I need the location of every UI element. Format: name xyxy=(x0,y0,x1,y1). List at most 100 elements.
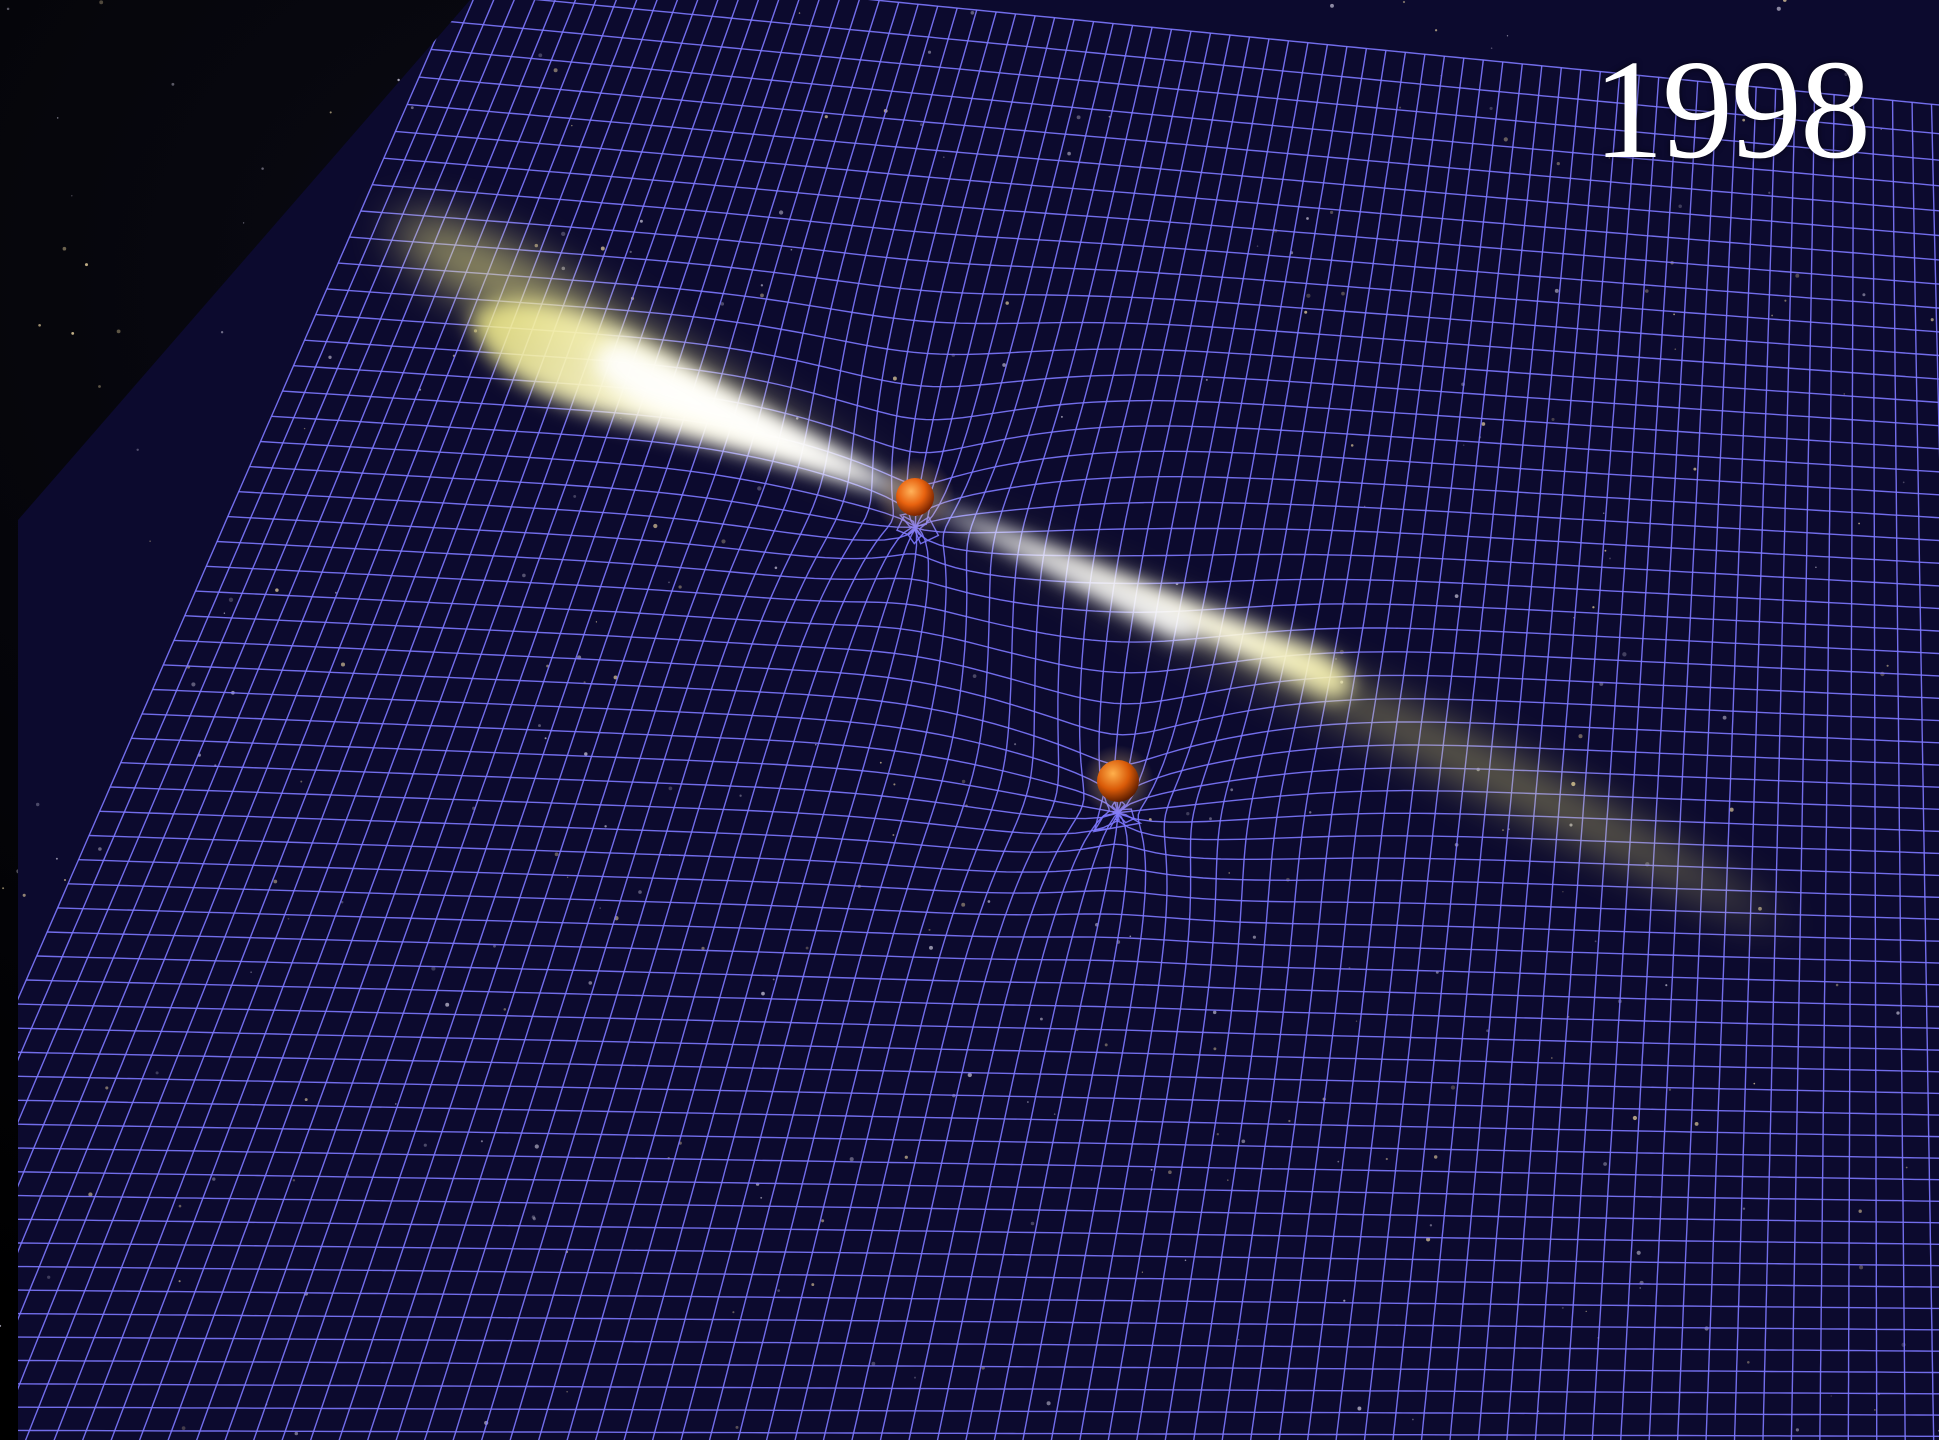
grid-line xyxy=(99,810,1939,880)
background-star xyxy=(1632,1115,1637,1121)
background-star xyxy=(228,597,234,602)
background-star xyxy=(1434,29,1438,32)
background-star xyxy=(329,111,332,114)
background-star xyxy=(584,752,588,756)
background-star xyxy=(1930,318,1934,322)
grid-line xyxy=(372,184,1939,314)
background-star xyxy=(1357,1406,1362,1411)
background-star xyxy=(1238,1339,1240,1341)
grid-line xyxy=(18,1122,1939,1161)
background-star xyxy=(1561,1306,1564,1309)
grid-line xyxy=(18,1003,1939,1053)
background-star xyxy=(1230,788,1234,792)
background-star xyxy=(739,794,742,797)
background-star xyxy=(155,1071,159,1075)
background-star xyxy=(760,284,764,287)
background-star xyxy=(772,978,775,981)
background-star xyxy=(267,54,272,60)
background-star xyxy=(503,1008,507,1011)
grid-line xyxy=(173,639,1939,736)
background-star xyxy=(29,89,32,92)
background-star xyxy=(50,86,55,90)
background-star xyxy=(1364,505,1366,508)
background-star xyxy=(531,1215,536,1219)
background-star xyxy=(553,68,558,73)
background-star xyxy=(71,195,73,197)
background-star xyxy=(967,1072,972,1078)
background-star xyxy=(732,1311,735,1314)
background-star xyxy=(904,1155,908,1159)
background-star xyxy=(185,312,190,318)
companion-star xyxy=(1097,760,1139,802)
background-star xyxy=(1027,1101,1029,1103)
background-star xyxy=(178,1280,181,1283)
background-star xyxy=(1341,291,1345,296)
background-star xyxy=(1896,1011,1900,1015)
background-star xyxy=(1795,1428,1799,1432)
grid-line xyxy=(18,1288,1939,1311)
background-star xyxy=(1046,1401,1051,1406)
grid-line xyxy=(18,1193,1939,1225)
background-star xyxy=(1241,1139,1246,1144)
grid-line xyxy=(26,979,1939,1032)
background-star xyxy=(244,110,250,115)
background-star xyxy=(1212,1010,1217,1015)
background-star xyxy=(1462,444,1465,446)
background-star xyxy=(1228,872,1230,874)
grid-line xyxy=(18,1382,1939,1396)
grid-line xyxy=(395,130,1939,266)
grid-line xyxy=(47,931,1939,988)
background-star xyxy=(534,243,539,248)
pulsar-jet-lower xyxy=(915,497,1790,930)
background-star xyxy=(4,785,7,788)
grid-line xyxy=(110,786,1939,858)
grid-line xyxy=(249,465,1939,568)
background-star xyxy=(223,612,226,614)
background-star xyxy=(1585,1310,1587,1313)
background-star xyxy=(294,27,298,31)
grid-line xyxy=(36,955,1939,1010)
background-star xyxy=(3,416,6,419)
background-star xyxy=(273,879,278,884)
grid-line xyxy=(383,157,1939,290)
background-star xyxy=(1644,289,1649,293)
background-star xyxy=(0,872,2,875)
grid-line xyxy=(456,0,1939,140)
background-star xyxy=(1674,348,1677,351)
background-star xyxy=(805,946,809,950)
grid-line xyxy=(338,262,1939,385)
background-star xyxy=(1874,1409,1876,1411)
background-star xyxy=(1256,245,1259,247)
background-star xyxy=(1355,1020,1358,1022)
background-star xyxy=(328,355,332,359)
background-star xyxy=(566,876,569,879)
background-star xyxy=(1129,935,1132,938)
grid-line xyxy=(282,390,1939,500)
background-star xyxy=(149,540,151,542)
background-star xyxy=(970,10,975,15)
background-star xyxy=(191,682,196,687)
background-star xyxy=(1902,481,1905,484)
background-star xyxy=(639,219,643,223)
background-star xyxy=(1306,217,1309,220)
background-star xyxy=(1348,966,1351,969)
background-star xyxy=(84,263,89,267)
background-star xyxy=(1330,3,1334,8)
background-star xyxy=(178,1204,182,1208)
background-star xyxy=(1815,566,1817,569)
background-star xyxy=(778,210,784,215)
background-star xyxy=(71,331,75,335)
background-star xyxy=(522,573,526,578)
background-star xyxy=(1209,817,1212,821)
background-star xyxy=(250,971,252,973)
background-star xyxy=(534,1144,539,1149)
pulsar-star xyxy=(896,478,934,516)
background-star xyxy=(1858,1209,1862,1213)
background-star xyxy=(942,156,945,159)
background-star xyxy=(571,124,573,127)
grid-line xyxy=(418,76,1939,217)
background-star xyxy=(774,566,778,570)
background-star xyxy=(961,779,966,784)
background-star xyxy=(927,50,932,54)
